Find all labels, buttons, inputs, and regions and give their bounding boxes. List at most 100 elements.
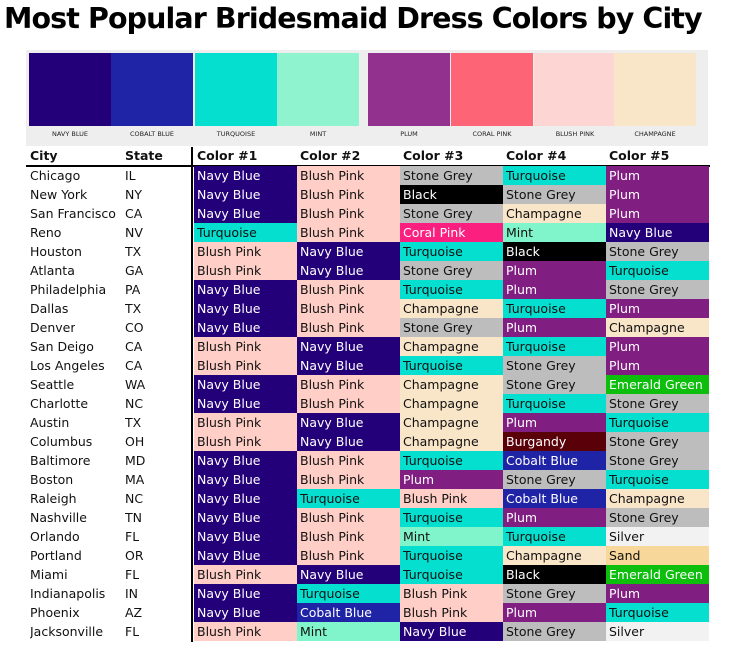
- city-cell: San Francisco: [30, 206, 116, 221]
- color-cell: Coral Pink: [400, 223, 503, 242]
- color-cell: Navy Blue: [194, 394, 297, 413]
- color-cell: Stone Grey: [503, 185, 606, 204]
- table-row: Los Angeles CA Blush Pink Navy Blue Turquois…: [0, 356, 732, 375]
- color-cell: Champagne: [400, 337, 503, 356]
- state-cell: NC: [125, 396, 144, 411]
- color-cell: Stone Grey: [503, 470, 606, 489]
- color-cell: Blush Pink: [297, 375, 400, 394]
- color-cell: Stone Grey: [606, 280, 709, 299]
- color-cell: Navy Blue: [297, 261, 400, 280]
- state-cell: CA: [125, 358, 143, 373]
- table-row: Columbus OH Blush Pink Navy Blue Champagne Bu…: [0, 432, 732, 451]
- color-cell: Champagne: [606, 318, 709, 337]
- city-cell: San Deigo: [30, 339, 94, 354]
- table-row: Seattle WA Navy Blue Blush Pink Champagne Sto…: [0, 375, 732, 394]
- color-cell: Blush Pink: [297, 546, 400, 565]
- color-cell: Champagne: [400, 394, 503, 413]
- color-cell: Turquoise: [297, 584, 400, 603]
- color-cell: Plum: [606, 185, 709, 204]
- color-cell: Navy Blue: [194, 546, 297, 565]
- state-cell: MD: [125, 453, 146, 468]
- color-cell: Black: [400, 185, 503, 204]
- state-cell: CA: [125, 339, 143, 354]
- table-row: Nashville TN Navy Blue Blush Pink Turquoise P…: [0, 508, 732, 527]
- color-cell: Blush Pink: [194, 242, 297, 261]
- column-header: Color #2: [300, 148, 361, 163]
- color-cell: Turquoise: [503, 394, 606, 413]
- color-cell: Emerald Green: [606, 375, 709, 394]
- color-cell: Plum: [400, 470, 503, 489]
- city-cell: Reno: [30, 225, 62, 240]
- color-cell: Navy Blue: [194, 584, 297, 603]
- color-cell: Plum: [606, 299, 709, 318]
- color-cell: Champagne: [606, 489, 709, 508]
- color-cell: Blush Pink: [194, 261, 297, 280]
- color-cell: Stone Grey: [400, 204, 503, 223]
- table-row: Jacksonville FL Blush Pink Mint Navy Blue Sto…: [0, 622, 732, 641]
- state-cell: CO: [125, 320, 144, 335]
- color-cell: Stone Grey: [400, 166, 503, 185]
- color-cell: Champagne: [503, 204, 606, 223]
- color-cell: Plum: [606, 356, 709, 375]
- color-cell: Navy Blue: [194, 603, 297, 622]
- state-cell: FL: [125, 567, 140, 582]
- color-cell: Plum: [503, 280, 606, 299]
- swatch-mint: [277, 53, 359, 126]
- table-row: Philadelphia PA Navy Blue Blush Pink Turquoi…: [0, 280, 732, 299]
- color-cell: Navy Blue: [194, 451, 297, 470]
- column-divider: [191, 147, 193, 642]
- color-cell: Blush Pink: [297, 166, 400, 185]
- color-cell: Cobalt Blue: [297, 603, 400, 622]
- table-row: Denver CO Navy Blue Blush Pink Stone Grey Plu…: [0, 318, 732, 337]
- city-cell: Austin: [30, 415, 70, 430]
- color-cell: Navy Blue: [194, 185, 297, 204]
- color-cell: Champagne: [400, 413, 503, 432]
- city-cell: Orlando: [30, 529, 80, 544]
- chart-title: Most Popular Bridesmaid Dress Colors by …: [4, 2, 703, 35]
- swatch-label: MINT: [309, 130, 327, 138]
- color-cell: Cobalt Blue: [503, 489, 606, 508]
- color-cell: Blush Pink: [297, 223, 400, 242]
- color-cell: Blush Pink: [297, 318, 400, 337]
- state-cell: PA: [125, 282, 141, 297]
- color-cell: Cobalt Blue: [503, 451, 606, 470]
- color-cell: Turquoise: [503, 166, 606, 185]
- color-cell: Turquoise: [606, 603, 709, 622]
- city-cell: Miami: [30, 567, 68, 582]
- color-cell: Blush Pink: [194, 337, 297, 356]
- state-cell: NY: [125, 187, 142, 202]
- color-cell: Champagne: [400, 432, 503, 451]
- state-cell: TX: [125, 244, 142, 259]
- state-cell: MA: [125, 472, 145, 487]
- color-cell: Turquoise: [400, 242, 503, 261]
- color-cell: Blush Pink: [297, 185, 400, 204]
- state-cell: TX: [125, 415, 142, 430]
- state-cell: NC: [125, 491, 144, 506]
- color-cell: Navy Blue: [194, 489, 297, 508]
- city-cell: Philadelphia: [30, 282, 107, 297]
- color-cell: Navy Blue: [194, 280, 297, 299]
- table-row: Baltimore MD Navy Blue Blush Pink Turquoise C…: [0, 451, 732, 470]
- state-cell: OH: [125, 434, 145, 449]
- color-cell: Blush Pink: [194, 565, 297, 584]
- color-cell: Stone Grey: [503, 356, 606, 375]
- city-cell: Baltimore: [30, 453, 91, 468]
- city-cell: New York: [30, 187, 88, 202]
- color-cell: Turquoise: [606, 470, 709, 489]
- color-cell: Silver: [606, 527, 709, 546]
- city-cell: Denver: [30, 320, 76, 335]
- color-cell: Turquoise: [400, 356, 503, 375]
- color-cell: Black: [503, 242, 606, 261]
- table-row: Orlando FL Navy Blue Blush Pink Mint Turquois…: [0, 527, 732, 546]
- color-cell: Plum: [606, 584, 709, 603]
- color-cell: Blush Pink: [400, 603, 503, 622]
- color-cell: Plum: [606, 204, 709, 223]
- color-cell: Plum: [503, 603, 606, 622]
- color-cell: Navy Blue: [606, 223, 709, 242]
- color-cell: Turquoise: [400, 451, 503, 470]
- color-cell: Navy Blue: [194, 508, 297, 527]
- color-cell: Mint: [297, 622, 400, 641]
- color-cell: Navy Blue: [297, 337, 400, 356]
- column-header: City: [30, 148, 58, 163]
- state-cell: AZ: [125, 605, 143, 620]
